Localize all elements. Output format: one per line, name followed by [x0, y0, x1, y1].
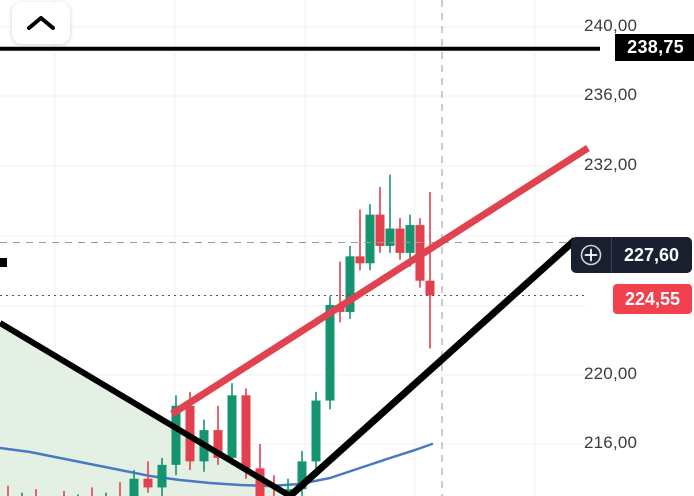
candle-body	[345, 256, 355, 312]
candle-body	[375, 214, 385, 246]
candle-body	[365, 214, 375, 264]
descending-black-trendline[interactable]	[0, 320, 292, 496]
candle-body	[157, 464, 167, 488]
moving-average-line	[0, 442, 434, 488]
candle-body	[385, 228, 395, 246]
collapse-panel-button[interactable]	[12, 2, 70, 44]
candle-body	[311, 400, 321, 462]
resistance-price-label: 238,75	[627, 37, 684, 57]
candle-body	[171, 405, 181, 465]
candle-body	[227, 395, 237, 458]
candle-body	[425, 280, 435, 296]
candle-body	[129, 478, 139, 496]
crosshair-price-badge[interactable]: 227,60	[570, 237, 692, 273]
candle-body	[395, 228, 405, 253]
candle-body	[405, 225, 415, 253]
candle-body	[213, 430, 223, 458]
chevron-up-icon	[27, 16, 55, 30]
drawing-anchor-handle[interactable]	[0, 258, 7, 267]
ascending-red-trendline[interactable]	[170, 145, 590, 417]
current-price-badge[interactable]: 224,55	[612, 284, 692, 314]
candle-body	[255, 468, 265, 496]
crosshair-price-label: 227,60	[623, 245, 679, 265]
candle-body	[143, 478, 153, 488]
candle-body	[297, 461, 307, 490]
candle-body	[355, 256, 365, 264]
candle-body	[241, 395, 251, 469]
resistance-price-badge[interactable]: 238,75	[615, 34, 694, 61]
circle-plus-icon[interactable]	[571, 237, 612, 273]
candle-body	[325, 305, 335, 401]
ascending-black-trendline[interactable]	[287, 237, 578, 496]
